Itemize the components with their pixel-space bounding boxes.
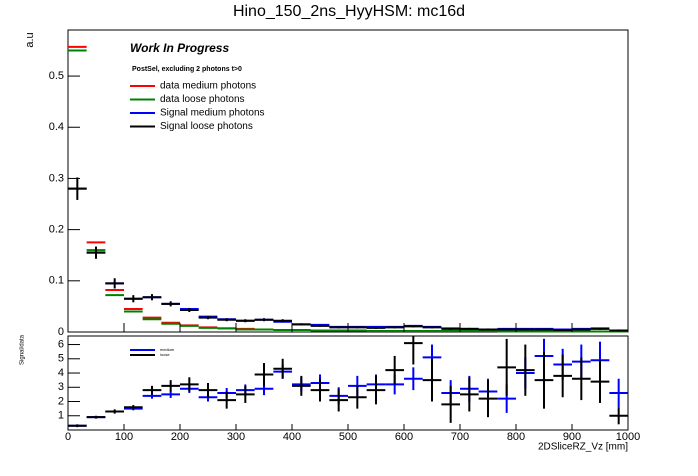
y-tick-label: 0.4 [49, 121, 64, 133]
y-tick-label: 0 [58, 326, 64, 338]
x-tick-label: 400 [283, 431, 301, 443]
x-tick-label: 200 [171, 431, 189, 443]
y-axis-label: a.u [24, 32, 36, 47]
y-tick-label: 1 [58, 410, 64, 422]
y-tick-label: 2 [58, 395, 64, 407]
legend-label: data loose photons [160, 94, 245, 105]
x-tick-label: 0 [65, 431, 71, 443]
y-tick-label: 0.1 [49, 275, 64, 287]
x-axis-label: 2DSliceRZ_Vz [mm] [538, 442, 628, 453]
legend-label: medium [160, 347, 175, 352]
x-tick-label: 900 [563, 431, 581, 443]
x-tick-label: 800 [507, 431, 525, 443]
legend-label: Signal medium photons [160, 108, 265, 119]
legend-label: loose [160, 352, 170, 357]
y-tick-label: 5 [58, 353, 64, 365]
x-tick-label: 600 [395, 431, 413, 443]
x-tick-label: 700 [451, 431, 469, 443]
y-tick-label: 3 [58, 381, 64, 393]
legend-label: Signal loose photons [160, 121, 253, 132]
y-tick-label: 0.5 [49, 70, 64, 82]
y-tick-label: 4 [58, 367, 64, 379]
annotation: Work In Progress [130, 41, 229, 55]
x-tick-label: 100 [115, 431, 133, 443]
x-tick-label: 300 [227, 431, 245, 443]
x-tick-label: 500 [339, 431, 357, 443]
y-tick-label: 6 [58, 338, 64, 350]
annotation: PostSel, excluding 2 photons t>0 [132, 66, 242, 73]
legend-label: data medium photons [160, 81, 256, 92]
chart-title: Hino_150_2ns_HyyHSM: mc16d [233, 3, 465, 20]
y-tick-label: 0.2 [49, 224, 64, 236]
y-tick-label: 0.3 [49, 172, 64, 184]
x-tick-label: 1000 [616, 431, 640, 443]
y-axis-label: Signal/data [20, 334, 26, 365]
